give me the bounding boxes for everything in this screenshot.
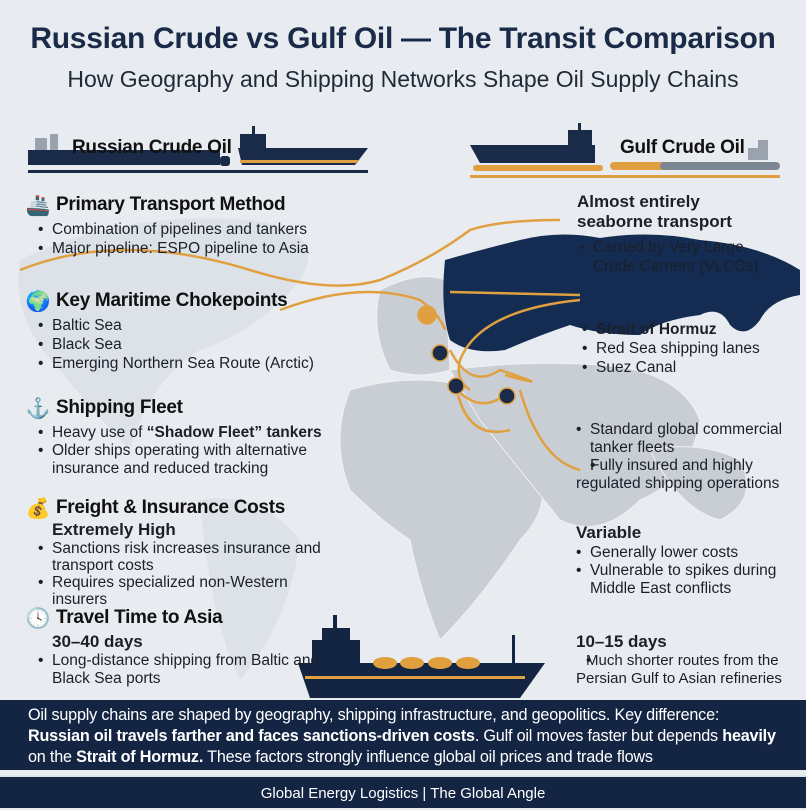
gulf-chokepoints: Strait of Hormuz Red Sea shipping lanes … [582,320,792,377]
left-header-ships [28,126,368,173]
bullet-bold: “Shadow Fleet” tankers [146,424,322,441]
section-travel-time: 🕓Travel Time to Asia 30–40 days Long-dis… [26,606,326,688]
bullet: Major pipeline: ESPO pipeline to Asia [38,239,366,258]
section-title: Freight & Insurance Costs [56,497,285,518]
section-title: Primary Transport Method [56,194,286,215]
time-highlight: 30–40 days [52,632,143,651]
ship-icon: 🚢 [25,194,51,217]
bullet: Baltic Sea [38,316,366,335]
bullet: Much shorter routes from the Persian Gul… [576,652,801,688]
summary-text: . Gulf oil moves faster but depends [474,727,723,745]
bullet: Vulnerable to spikes during Middle East … [576,562,801,598]
russian-crude-label: Russian Crude Oil [72,137,232,158]
bullet: Heavy use of “Shadow Fleet” tankers [38,423,346,442]
anchor-icon: ⚓ [25,397,51,420]
section-primary-transport: 🚢Primary Transport Method Combination of… [26,193,366,258]
gulf-costs: Variable Generally lower costs Vulnerabl… [576,523,801,598]
bullet-text: Heavy use of [52,424,147,441]
right-header-ships [470,123,780,178]
section-title: Travel Time to Asia [56,607,223,628]
summary-text: Oil supply chains are shaped by geograph… [28,706,720,724]
bullet: Standard global commercial tanker fleets [576,421,801,457]
page-subtitle: How Geography and Shipping Networks Shap… [67,66,739,92]
summary-bold: Strait of Hormuz. [76,748,204,766]
section-title: Key Maritime Chokepoints [56,290,288,311]
cost-highlight: Variable [576,523,642,542]
bullet: Older ships operating with alternative i… [38,442,346,478]
globe-icon: 🌍 [25,290,51,313]
bullet: Requires specialized non-Western insurer… [38,574,346,608]
summary-bold: heavily [722,727,776,745]
bullet: Sanctions risk increases insurance and t… [38,540,346,574]
bullet: Red Sea shipping lanes [582,339,792,358]
time-highlight: 10–15 days [576,632,667,651]
cost-highlight: Extremely High [52,520,176,539]
bullet: Long-distance shipping from Baltic and B… [38,652,326,688]
clock-icon: 🕓 [25,607,51,630]
tanker-ship-illustration [298,615,545,698]
money-bag-icon: 💰 [25,497,51,520]
gulf-transport: Almost entirely seaborne transport Carri… [577,192,777,276]
bullet: Generally lower costs [576,543,801,562]
section-title: Shipping Fleet [56,397,183,418]
bullet: Emerging Northern Sea Route (Arctic) [38,354,366,373]
footer: Global Energy Logistics | The Global Ang… [0,775,806,808]
bullet: Combination of pipelines and tankers [38,220,366,239]
summary-text: These factors strongly influence global … [203,748,653,766]
page-title: Russian Crude vs Gulf Oil — The Transit … [30,22,776,55]
bullet: Black Sea [38,335,366,354]
section-freight-costs: 💰 Freight & Insurance Costs Extremely Hig… [26,496,346,608]
bullet: Suez Canal [582,358,792,377]
summary-text: on the [28,748,77,766]
gulf-crude-label: Gulf Crude Oil [620,137,745,158]
bullet: Fully insured and highly regulated shipp… [576,457,801,493]
summary-bold: Russian oil travels farther and faces sa… [28,727,475,745]
section-chokepoints: 🌍Key Maritime Chokepoints Baltic Sea Bla… [26,289,366,373]
gulf-fleet: Standard global commercial tanker fleets… [576,421,801,493]
gulf-travel-time: 10–15 days Much shorter routes from the … [576,632,801,688]
gulf-transport-title: Almost entirely seaborne transport [577,192,732,231]
port-markers [417,305,516,405]
section-shipping-fleet: ⚓Shipping Fleet Heavy use of “Shadow Fle… [26,396,346,478]
bullet: Strait of Hormuz [582,320,792,339]
summary-box: Oil supply chains are shaped by geograph… [0,700,806,770]
bullet: Carried by Very Large Crude Carriers (VL… [579,238,759,276]
